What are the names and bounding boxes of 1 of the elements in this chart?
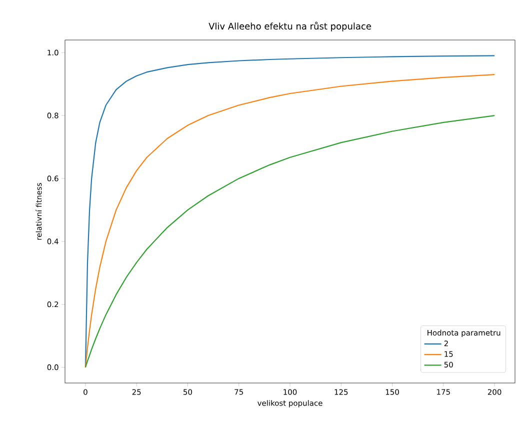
chart-title: Vliv Alleeho efektu na růst populace bbox=[208, 22, 371, 32]
